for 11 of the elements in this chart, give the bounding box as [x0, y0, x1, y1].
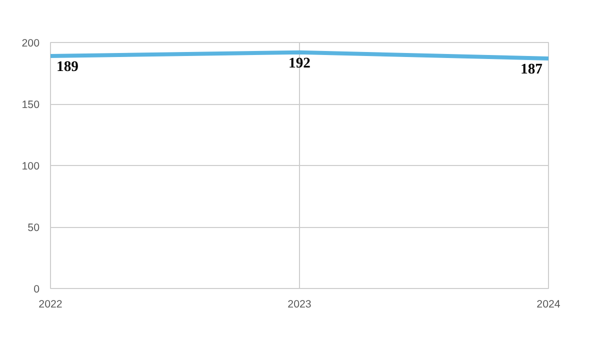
x-tick-label: 2023 — [288, 298, 312, 310]
data-label: 189 — [56, 59, 78, 76]
data-label: 187 — [520, 61, 542, 78]
x-tick-label: 2022 — [38, 298, 62, 310]
y-tick-label: 200 — [22, 38, 40, 50]
y-tick-label: 100 — [22, 160, 40, 172]
y-tick-label: 150 — [22, 99, 40, 111]
y-tick-label: 50 — [28, 222, 40, 234]
y-tick-label: 0 — [34, 284, 40, 296]
x-tick-label: 2024 — [536, 298, 560, 310]
data-label: 192 — [288, 55, 310, 72]
